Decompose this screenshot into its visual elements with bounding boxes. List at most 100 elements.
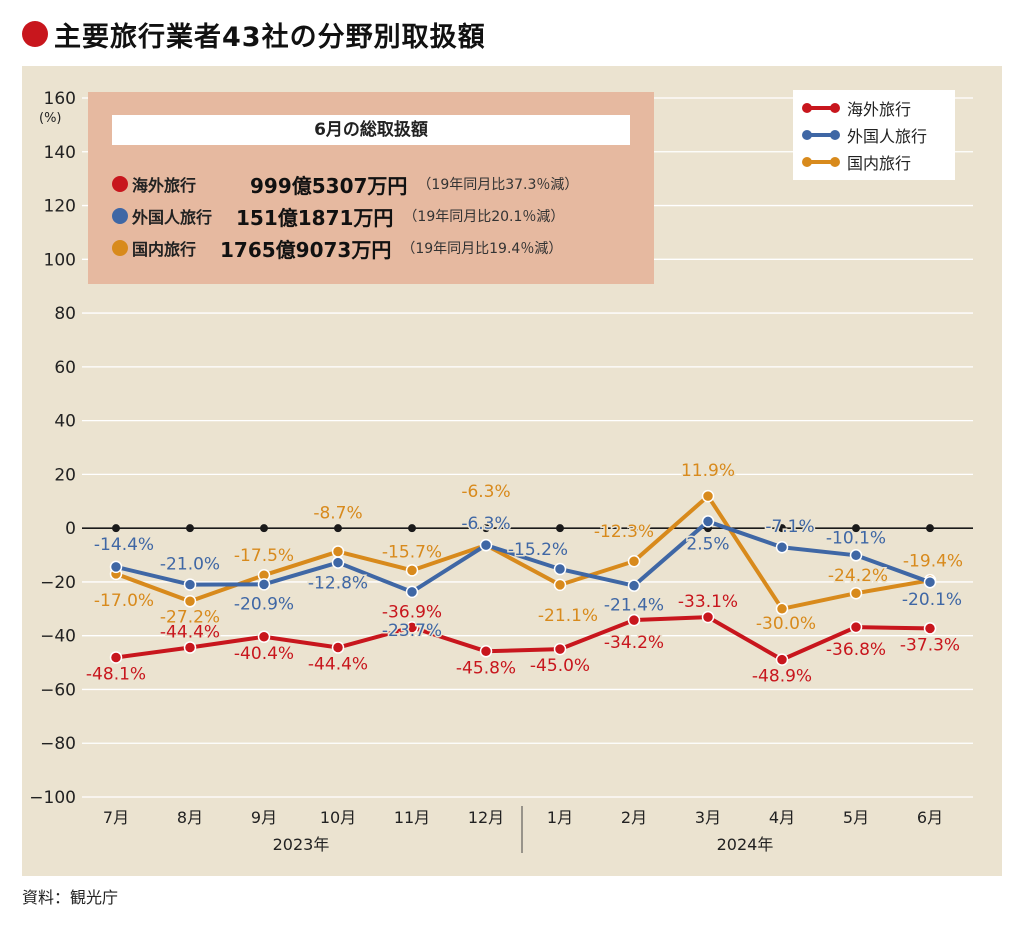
summary-amount: 151億1871万円 [236,205,394,230]
data-label-inbound: -12.8% [308,574,368,594]
zero-marker [186,524,194,533]
year-label: 2023年 [273,835,330,854]
data-label-overseas: -37.3% [900,635,960,655]
legend-item-domestic: 国内旅行 [802,150,912,174]
chart-legend: 海外旅行 外国人旅行 国内旅行 [793,90,955,180]
data-point-domestic [405,564,419,577]
data-label-overseas: -40.4% [234,644,294,664]
summary-box: 6月の総取扱額 海外旅行 999億5307万円 （19年同月比37.3％減） 外… [88,92,654,284]
zero-marker [260,524,268,533]
data-point-inbound [775,540,789,554]
data-label-inbound: -7.1% [765,517,814,537]
data-label-overseas: -36.9% [382,602,442,622]
legend-label: 外国人旅行 [847,127,928,146]
data-point-overseas [849,620,863,634]
data-label-inbound: -23.7% [382,621,442,641]
x-tick-label: 11月 [394,808,430,827]
y-tick-label: 140 [44,143,76,163]
data-point-domestic [331,545,345,558]
data-point-overseas [257,630,271,644]
x-tick-label: 1月 [547,808,573,827]
data-label-overseas: -44.4% [308,655,368,675]
summary-note: （19年同月比20.1％減） [403,209,565,225]
data-point-overseas [405,621,419,634]
x-tick-label: 10月 [320,808,356,827]
y-tick-label: 160 [44,89,76,109]
zero-marker [852,524,860,533]
x-tick-label: 2月 [621,808,647,827]
y-tick-label: −40 [40,627,76,647]
data-label-overseas: -45.8% [456,658,516,678]
data-label-domestic: -17.5% [234,546,294,566]
data-point-inbound [109,560,123,574]
y-tick-label: −100 [29,788,76,808]
legend-line-icon [802,103,840,113]
data-point-overseas [479,645,493,658]
zero-marker [630,524,638,533]
data-label-domestic: -17.0% [94,591,154,611]
data-point-domestic [627,554,641,568]
legend-label: 国内旅行 [847,154,912,173]
summary-amount: 1765億9073万円 [220,237,392,262]
zero-marker [926,524,934,533]
x-tick-label: 7月 [103,808,129,827]
series-line-overseas [114,615,932,662]
inbound-dot-icon [112,208,128,224]
data-label-domestic: -6.3% [461,482,510,502]
data-point-domestic [553,578,567,592]
data-point-inbound [183,578,197,591]
x-tick-label: 6月 [917,808,943,827]
chart-title-area: 主要旅行業者43社の分野別取扱額 [22,14,486,54]
y-tick-label: −20 [40,573,76,593]
data-label-overseas: -36.8% [826,640,886,660]
y-tick-label: −80 [40,734,76,754]
data-label-domestic: -24.2% [828,566,888,586]
data-point-inbound [331,556,345,569]
source-note: 資料：観光庁 [22,888,119,907]
y-axis-unit: (%) [39,111,62,126]
legend-label: 海外旅行 [847,100,912,119]
data-point-overseas [627,613,641,627]
data-point-overseas [109,651,123,664]
summary-heading: 6月の総取扱額 [112,115,630,145]
data-label-domestic: -21.1% [538,606,598,626]
data-label-overseas: -48.1% [86,664,146,684]
summary-note: （19年同月比19.4％減） [401,241,563,257]
zero-marker [778,524,786,533]
data-point-overseas [775,653,789,666]
x-tick-label: 5月 [843,808,869,827]
summary-row-overseas: 海外旅行 999億5307万円 （19年同月比37.3％減） [112,170,578,198]
data-label-inbound: -20.1% [902,590,962,610]
zero-marker [334,524,342,533]
data-label-domestic: -8.7% [313,504,362,524]
data-point-overseas [183,641,197,654]
y-tick-label: 80 [54,304,76,324]
data-point-inbound [701,515,715,528]
zero-marker [112,524,120,533]
summary-row-inbound: 外国人旅行 151億1871万円 （19年同月比20.1％減） [112,202,564,230]
summary-note: （19年同月比37.3％減） [417,177,579,193]
y-tick-label: 40 [54,412,76,432]
data-label-overseas: -44.4% [160,623,220,643]
data-point-inbound [479,538,493,552]
x-tick-label: 12月 [468,808,504,827]
x-tick-label: 8月 [177,808,203,827]
data-label-domestic: -27.2% [160,607,220,627]
chart-title: 主要旅行業者43社の分野別取扱額 [54,21,486,53]
data-label-domestic: -19.4% [903,551,963,571]
y-tick-label: 0 [65,519,76,539]
legend-line-icon [802,130,840,140]
data-point-overseas [701,610,715,624]
x-tick-label: 9月 [251,808,277,827]
data-point-inbound [553,562,567,576]
data-label-domestic: -15.7% [382,542,442,562]
summary-name: 国内旅行 [132,240,197,259]
data-point-inbound [627,579,641,592]
summary-amount: 999億5307万円 [250,173,408,198]
data-point-domestic [849,586,863,600]
data-point-domestic [775,602,789,616]
data-label-inbound: -21.0% [160,555,220,575]
data-label-inbound: -15.2% [508,540,568,560]
data-point-inbound [849,549,863,562]
data-label-domestic: -12.3% [594,522,654,542]
